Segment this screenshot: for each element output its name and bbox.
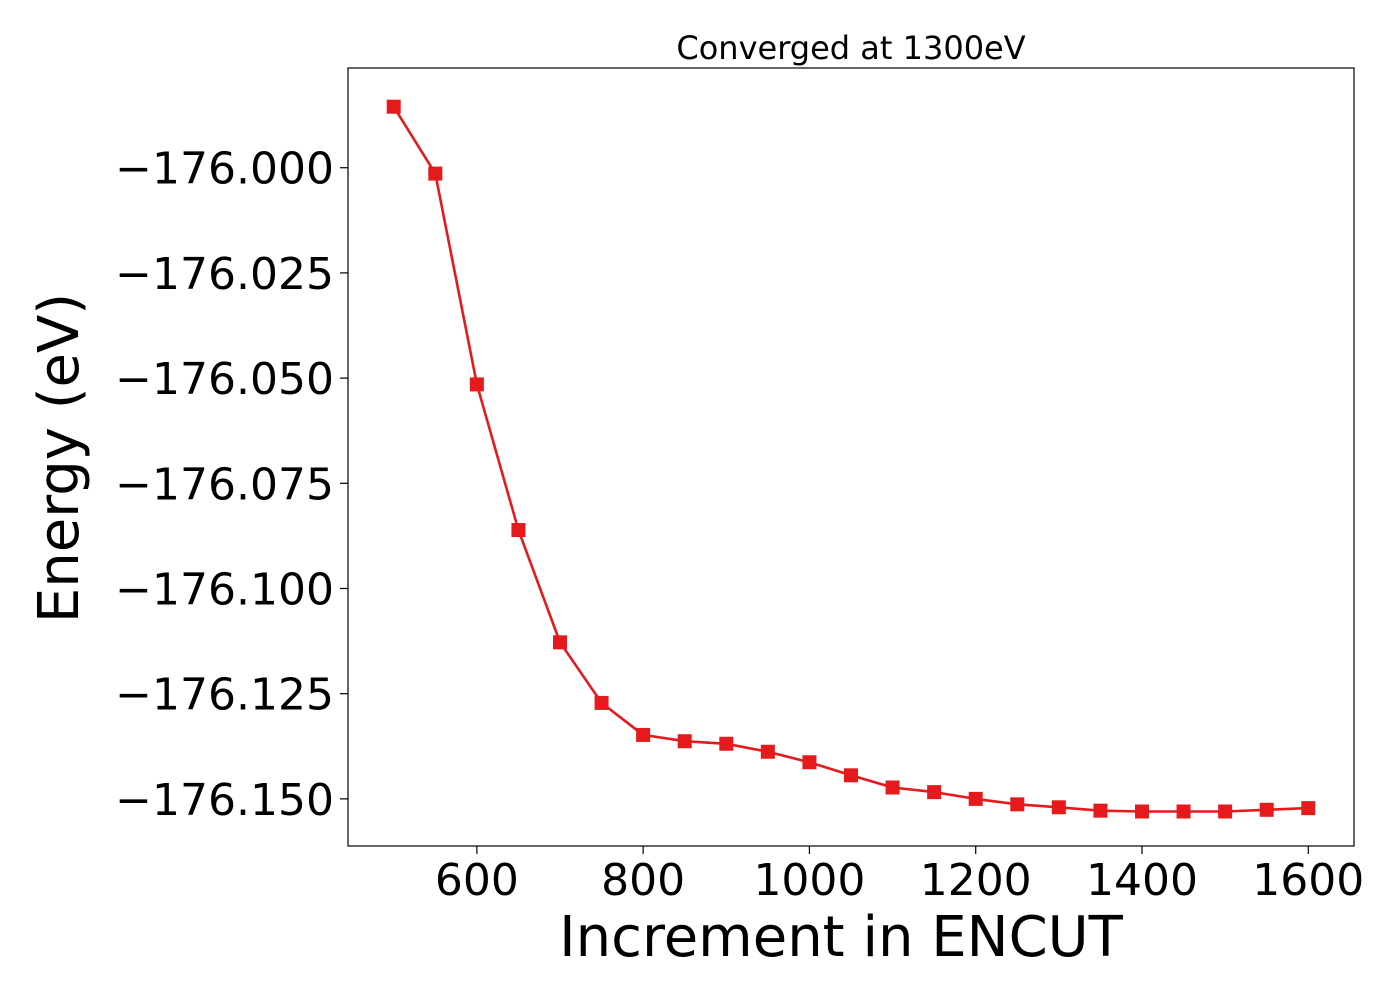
data-point [1093,803,1108,818]
data-point [760,744,775,759]
x-tick-label: 1400 [1086,855,1198,906]
data-point [1301,801,1316,816]
x-axis: 600 800 1000 1200 1400 1600 [435,846,1364,906]
series-layer [386,99,1316,819]
data-point [677,734,692,749]
y-axis-title: Energy (eV) [27,293,92,623]
x-tick-label: 1200 [920,855,1032,906]
chart-title: Converged at 1300eV [676,29,1025,67]
y-axis: −176.000 −176.025 −176.050 −176.075 −176.100… [115,144,348,826]
data-point [968,791,983,806]
x-tick-label: 800 [601,855,685,906]
y-tick-label: −176.100 [115,564,334,615]
data-point [636,727,651,742]
y-tick-label: −176.075 [115,459,334,510]
x-tick-label: 1000 [753,855,865,906]
data-point [1259,802,1274,817]
data-point [1218,804,1233,819]
y-tick-label: −176.150 [115,775,334,826]
data-point [1176,804,1191,819]
data-point [553,635,568,650]
x-tick-label: 600 [435,855,519,906]
data-point [594,695,609,710]
x-tick-label: 1600 [1252,855,1364,906]
data-point [1051,800,1066,815]
y-tick-label: −176.125 [115,670,334,721]
series-line [392,106,1309,813]
x-axis-title: Increment in ENCUT [559,905,1124,970]
data-point [927,785,942,800]
y-tick-label: −176.000 [115,144,334,195]
data-point [1010,797,1025,812]
data-point [719,736,734,751]
y-tick-label: −176.050 [115,354,334,405]
data-point [469,377,484,392]
data-point [386,99,401,114]
y-tick-label: −176.025 [115,249,334,300]
data-point [1134,804,1149,819]
data-point [802,755,817,770]
data-point [511,523,526,538]
data-point [844,768,858,783]
data-point [428,166,443,181]
plot-frame [347,67,1355,847]
data-point [885,780,900,795]
plot-area [347,67,1355,847]
